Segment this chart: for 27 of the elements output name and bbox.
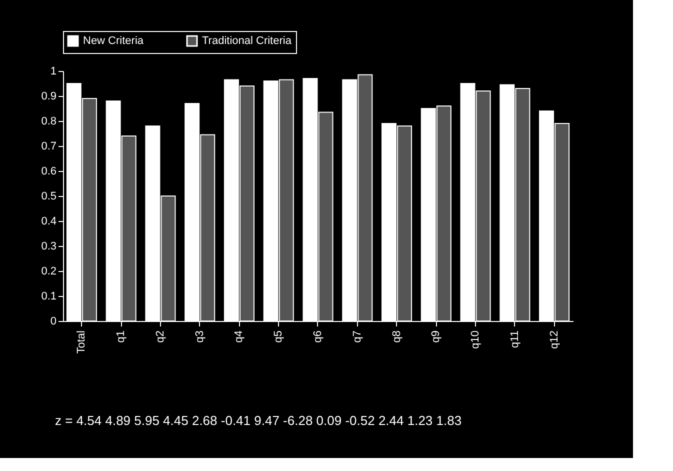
- y-tick-label: 0: [50, 316, 56, 328]
- x-tick-label: q11: [508, 330, 521, 348]
- y-tick-label: 0.2: [41, 266, 56, 278]
- y-tick-label: 0.8: [41, 116, 56, 128]
- y-tick-label: 0.5: [41, 190, 56, 202]
- y-tick-label: 0.9: [41, 90, 56, 102]
- x-tick-label: Total: [76, 330, 88, 354]
- y-tick-label: 0.1: [41, 290, 56, 302]
- x-tick-label: q8: [390, 330, 403, 343]
- x-tick-label: q1: [115, 330, 128, 343]
- y-tick-label: 1: [50, 66, 56, 78]
- y-tick-label: 0.6: [41, 166, 56, 178]
- legend-label: New Criteria: [83, 35, 144, 47]
- y-tick-label: 0.4: [41, 216, 56, 228]
- text: z = 4.54 4.89 5.95 4.45 2.68 -0.41 9.47 -6.28 0.09 -0.52 2.44 1.23 1.83: [55, 413, 462, 428]
- x-tick-label: q3: [194, 330, 206, 343]
- x-tick-label: q4: [233, 330, 246, 343]
- x-tick-label: q9: [430, 330, 442, 343]
- legend-label: Traditional Criteria: [202, 35, 292, 47]
- x-tick-label: q2: [154, 330, 166, 343]
- x-tick-label: q5: [272, 330, 285, 343]
- x-tick-label: q12: [548, 330, 560, 349]
- y-tick-label: 0.7: [41, 140, 56, 152]
- x-tick-label: q10: [470, 330, 482, 349]
- y-tick-label: 0.3: [41, 240, 56, 252]
- x-tick-label: q6: [312, 330, 324, 343]
- x-tick-label: q7: [351, 330, 364, 343]
